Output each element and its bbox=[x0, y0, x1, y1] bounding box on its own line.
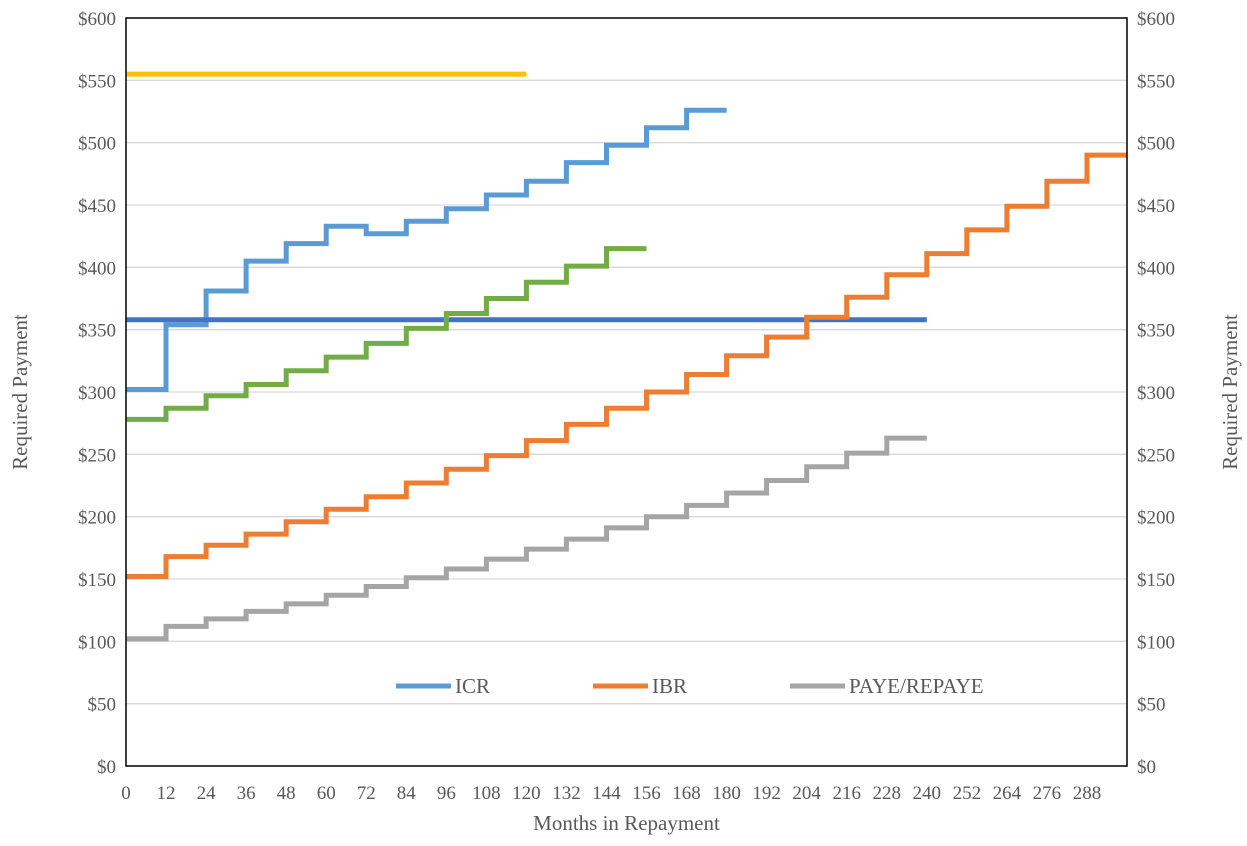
y-axis-right-title: Required Payment bbox=[1218, 314, 1242, 470]
x-tick-0: 0 bbox=[121, 783, 131, 804]
y-tick-left-600: $600 bbox=[78, 9, 116, 30]
y-tick-right-100: $100 bbox=[1137, 632, 1175, 653]
y-tick-left-250: $250 bbox=[78, 445, 116, 466]
x-tick-240: 240 bbox=[913, 783, 942, 804]
x-tick-120: 120 bbox=[512, 783, 541, 804]
y-tick-right-450: $450 bbox=[1137, 196, 1175, 217]
y-tick-left-300: $300 bbox=[78, 383, 116, 404]
y-tick-right-400: $400 bbox=[1137, 258, 1175, 279]
legend: ICR IBR PAYE/REPAYE bbox=[396, 674, 984, 698]
y-tick-right-150: $150 bbox=[1137, 570, 1175, 591]
y-axis-right-ticks: $0 $50 $100 $150 $200 $250 $300 $350 $400 $450 $50… bbox=[1137, 9, 1175, 778]
y-tick-right-550: $550 bbox=[1137, 71, 1175, 92]
x-tick-144: 144 bbox=[592, 783, 621, 804]
y-tick-left-400: $400 bbox=[78, 258, 116, 279]
series-line-icr bbox=[126, 107, 727, 392]
x-tick-132: 132 bbox=[552, 783, 581, 804]
x-axis-title: Months in Repayment bbox=[533, 811, 720, 835]
gridlines bbox=[126, 79, 1127, 705]
series-line-paye-repaye bbox=[126, 435, 927, 642]
x-tick-12: 12 bbox=[157, 783, 176, 804]
x-axis-ticks: 0 12 24 36 48 60 72 84 96 108 120 132 144 156 168 180 19… bbox=[121, 783, 1101, 804]
y-tick-left-100: $100 bbox=[78, 632, 116, 653]
y-tick-right-200: $200 bbox=[1137, 508, 1175, 529]
y-tick-left-350: $350 bbox=[78, 321, 116, 342]
x-tick-156: 156 bbox=[632, 783, 661, 804]
y-tick-right-250: $250 bbox=[1137, 445, 1175, 466]
y-tick-left-150: $150 bbox=[78, 570, 116, 591]
legend-label-icr: ICR bbox=[455, 674, 490, 698]
x-tick-84: 84 bbox=[397, 783, 417, 804]
x-tick-276: 276 bbox=[1033, 783, 1062, 804]
x-tick-36: 36 bbox=[237, 783, 256, 804]
x-tick-180: 180 bbox=[712, 783, 741, 804]
x-tick-192: 192 bbox=[752, 783, 781, 804]
y-tick-left-550: $550 bbox=[78, 71, 116, 92]
x-tick-168: 168 bbox=[672, 783, 701, 804]
series-line-ibr bbox=[126, 152, 1127, 579]
y-tick-right-0: $0 bbox=[1137, 757, 1156, 778]
series-line-70AD47 bbox=[126, 246, 647, 422]
y-tick-right-50: $50 bbox=[1137, 695, 1166, 716]
x-tick-24: 24 bbox=[197, 783, 217, 804]
legend-label-paye-repaye: PAYE/REPAYE bbox=[849, 674, 984, 698]
y-axis-left-title: Required Payment bbox=[8, 314, 32, 470]
x-tick-108: 108 bbox=[472, 783, 501, 804]
plot-area-frame bbox=[125, 17, 1128, 767]
y-tick-right-600: $600 bbox=[1137, 9, 1175, 30]
x-tick-60: 60 bbox=[317, 783, 336, 804]
y-axis-left-ticks: $0 $50 $100 $150 $200 $250 $300 $350 $400 $450 $50… bbox=[78, 9, 116, 778]
x-tick-288: 288 bbox=[1073, 783, 1102, 804]
x-tick-48: 48 bbox=[277, 783, 296, 804]
x-tick-72: 72 bbox=[357, 783, 376, 804]
x-tick-216: 216 bbox=[832, 783, 861, 804]
x-tick-204: 204 bbox=[792, 783, 821, 804]
y-tick-left-200: $200 bbox=[78, 508, 116, 529]
y-tick-right-300: $300 bbox=[1137, 383, 1175, 404]
x-tick-228: 228 bbox=[873, 783, 902, 804]
y-tick-left-50: $50 bbox=[88, 695, 117, 716]
y-tick-right-500: $500 bbox=[1137, 134, 1175, 155]
legend-label-ibr: IBR bbox=[652, 674, 687, 698]
y-tick-left-450: $450 bbox=[78, 196, 116, 217]
y-tick-left-500: $500 bbox=[78, 134, 116, 155]
y-tick-left-0: $0 bbox=[97, 757, 116, 778]
x-tick-252: 252 bbox=[953, 783, 982, 804]
y-tick-right-350: $350 bbox=[1137, 321, 1175, 342]
series-lines bbox=[126, 71, 1127, 642]
x-tick-96: 96 bbox=[437, 783, 456, 804]
x-tick-264: 264 bbox=[993, 783, 1022, 804]
